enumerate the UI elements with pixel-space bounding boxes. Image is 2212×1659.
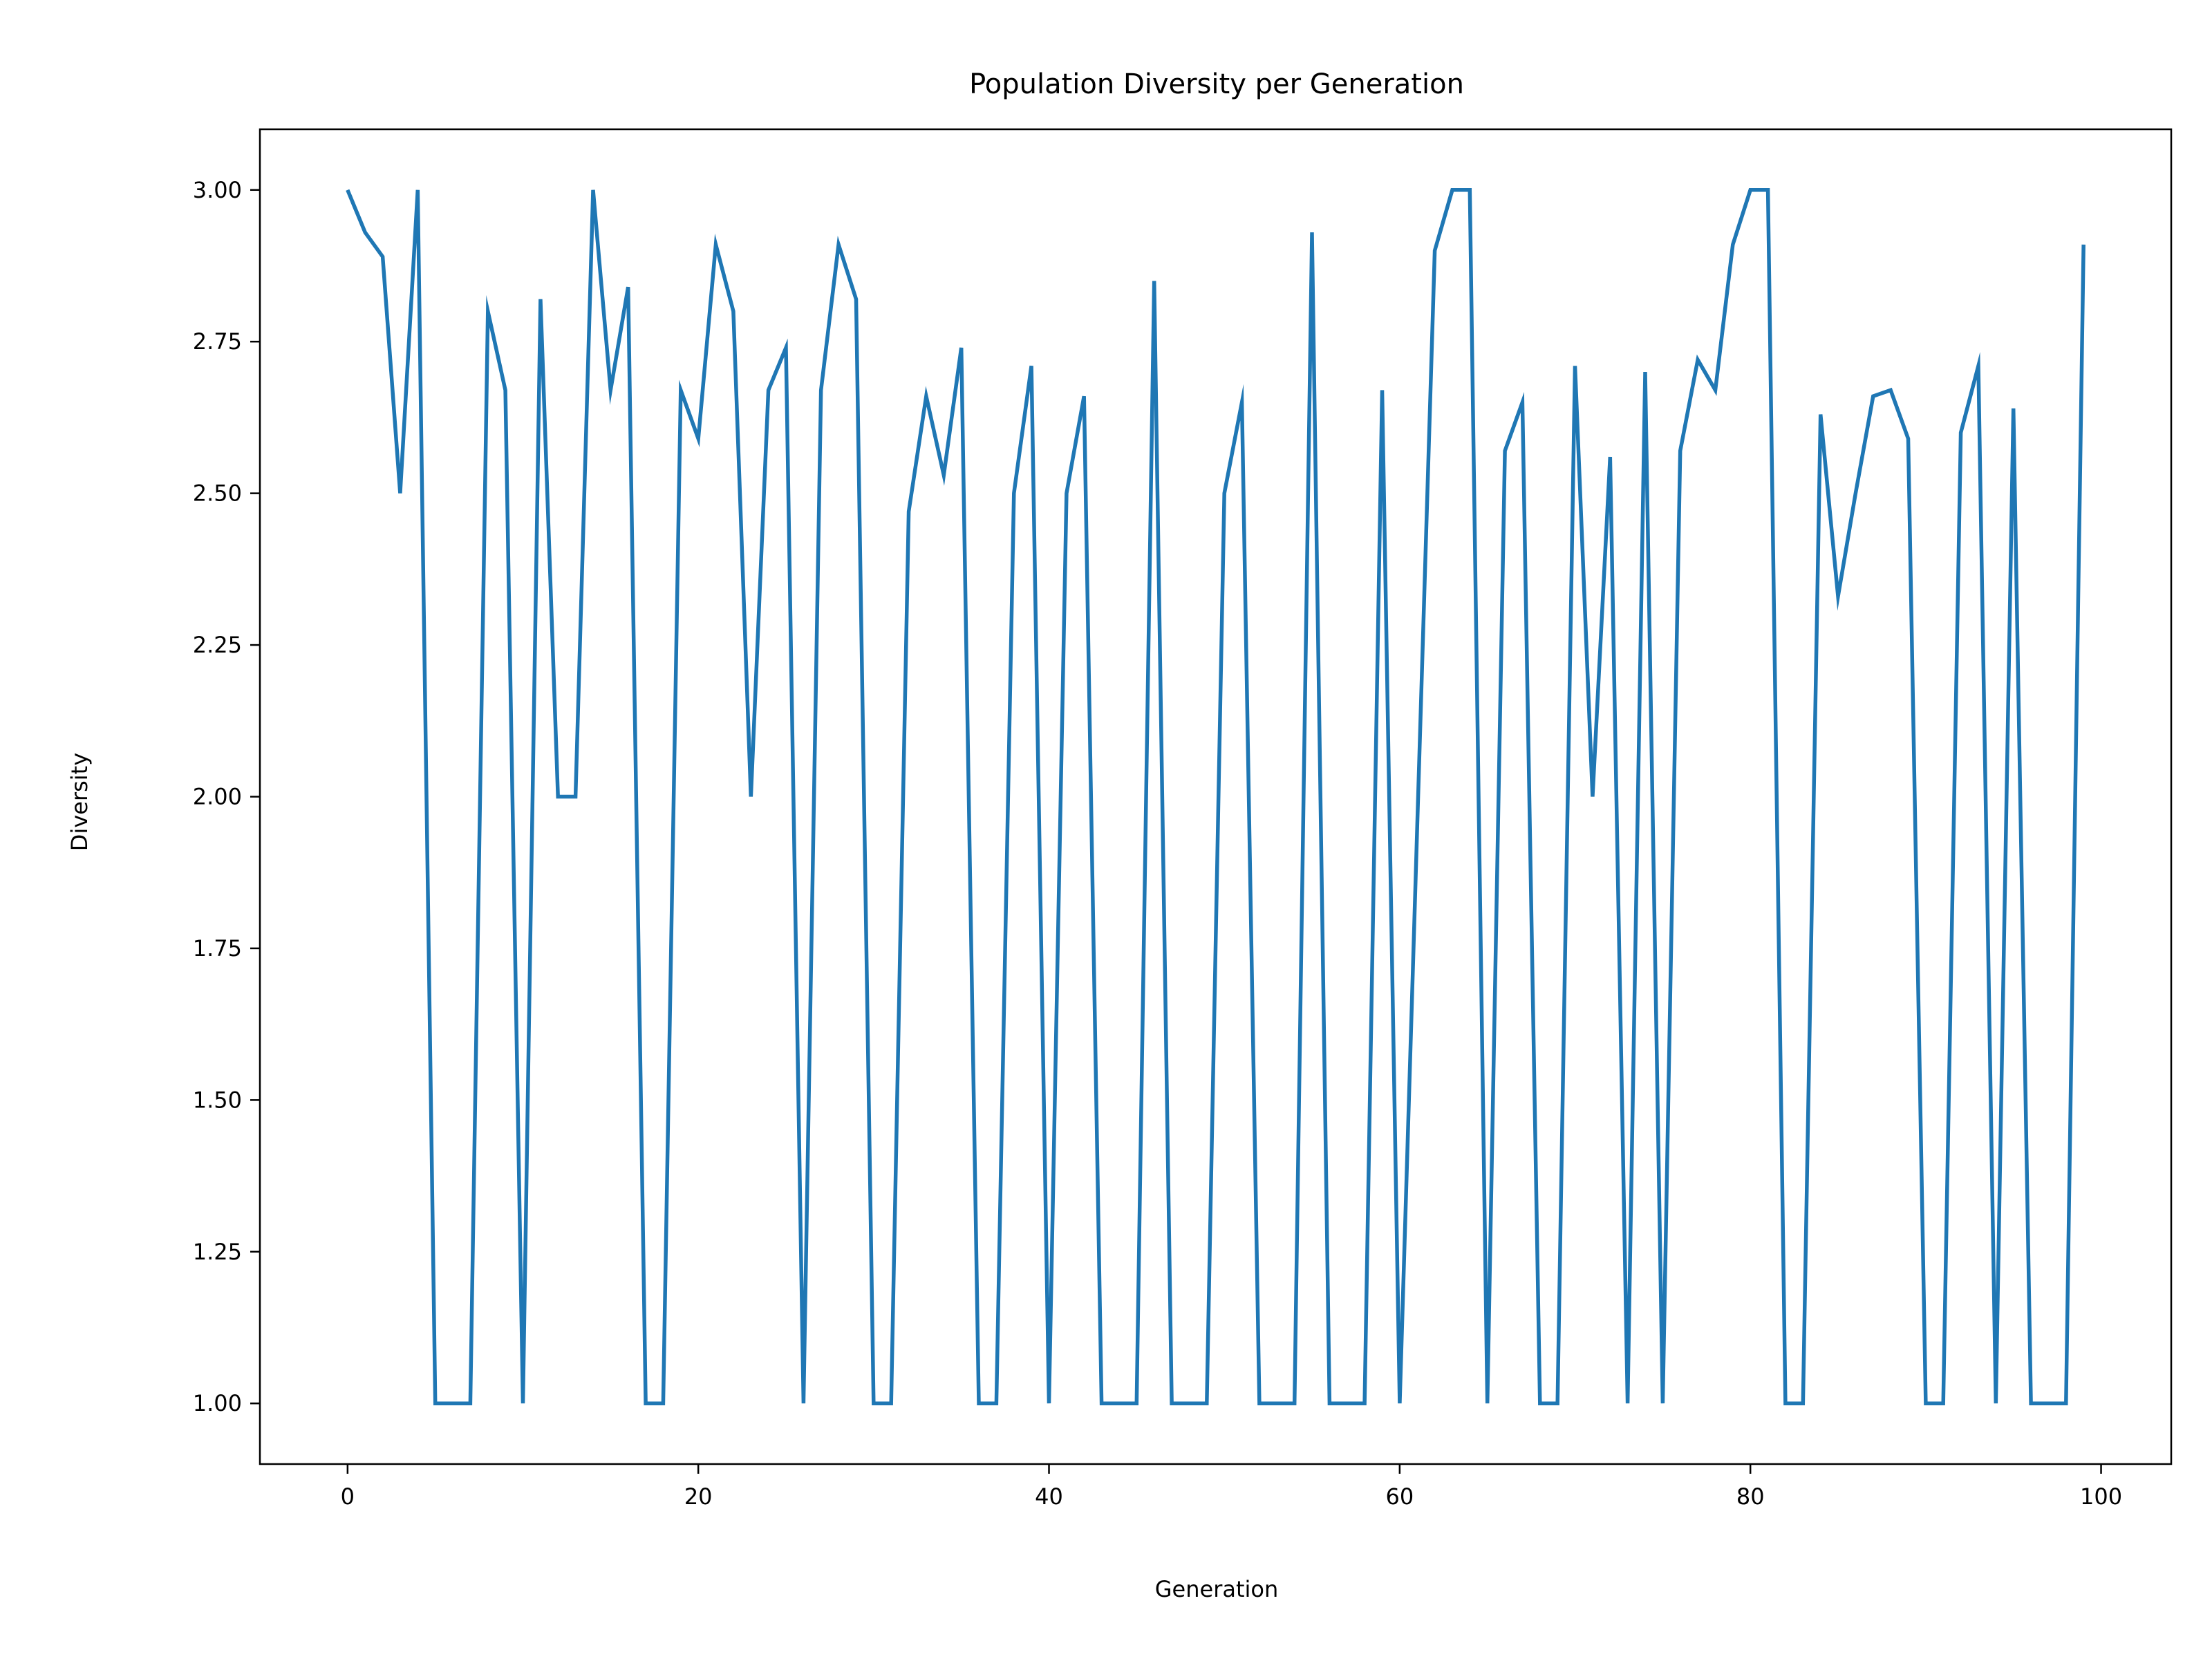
y-axis-label: Diversity xyxy=(66,753,93,851)
y-tick-label: 1.25 xyxy=(193,1239,242,1265)
x-tick-label: 80 xyxy=(1736,1483,1765,1510)
y-tick-label: 2.50 xyxy=(193,480,242,507)
plot-frame xyxy=(259,128,2173,1465)
y-tick-label: 3.00 xyxy=(193,177,242,203)
y-tick-label: 2.75 xyxy=(193,328,242,355)
y-tick-label: 1.00 xyxy=(193,1390,242,1416)
y-tick-label: 2.25 xyxy=(193,632,242,658)
x-tick-label: 40 xyxy=(1035,1483,1063,1510)
y-tick-label: 1.50 xyxy=(193,1087,242,1113)
axis-ticks: 0 20 40 60 80 100 1.00 1.25 1.50 1.75 2.00 2.25 2.50… xyxy=(193,177,2122,1510)
series-layer xyxy=(346,188,2086,1405)
x-tick-label: 0 xyxy=(341,1483,355,1510)
chart-title: Population Diversity per Generation xyxy=(969,68,1464,100)
x-tick-label: 60 xyxy=(1385,1483,1414,1510)
series-line xyxy=(346,188,2086,1405)
y-tick-label: 1.75 xyxy=(193,935,242,962)
x-tick-label: 100 xyxy=(2080,1483,2122,1510)
x-axis-label: Generation xyxy=(1155,1576,1279,1602)
x-tick-label: 20 xyxy=(684,1483,713,1510)
y-tick-label: 2.00 xyxy=(193,784,242,810)
